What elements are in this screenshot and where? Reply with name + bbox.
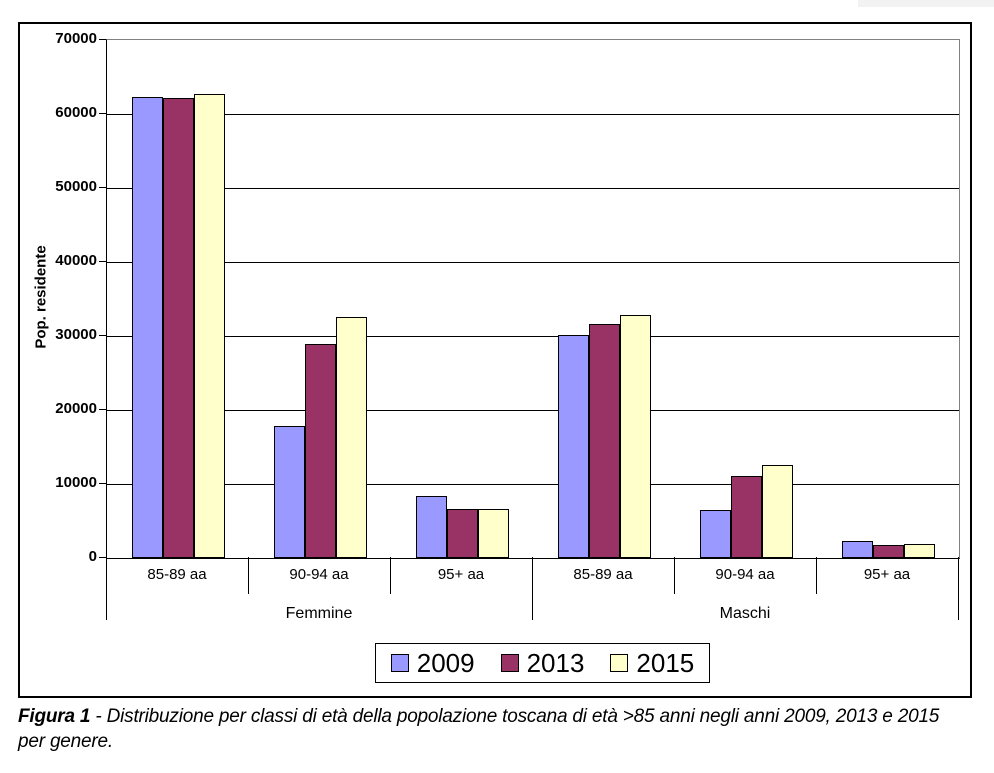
y-tick-label-30000: 30000 [55,326,97,343]
category-label-2: 95+ aa [437,566,485,583]
gridline-30000 [107,336,959,337]
legend-item-2013: 2013 [500,648,585,678]
axis-separator-2 [390,557,391,594]
bar-2015-femmine-85-89aa [194,94,225,558]
bar-2015-femmine-95+aa [478,509,509,558]
gridline-20000 [107,410,959,411]
y-tick-mark-0 [99,557,106,558]
bar-2015-maschi-90-94aa [762,465,793,558]
axis-separator-0 [106,557,107,620]
bar-2009-femmine-85-89aa [132,97,163,558]
group-axis-row: Femmine Maschi [106,594,958,632]
bar-2013-femmine-90-94aa [305,344,336,558]
y-tick-label-20000: 20000 [55,400,97,417]
y-tick-mark-70000 [99,39,106,40]
category-label-5: 95+ aa [863,566,911,583]
y-tick-label-70000: 70000 [55,30,97,47]
bar-2015-maschi-85-89aa [620,315,651,558]
bar-2013-femmine-95+aa [447,509,478,558]
gridline-60000 [107,114,959,115]
y-tick-mark-20000 [99,409,106,410]
legend-item-2015: 2015 [610,650,694,676]
screen-edge-artifact [858,0,994,7]
legend-swatch-2013 [500,654,519,672]
y-tick-label-60000: 60000 [55,104,97,121]
bar-2009-maschi-85-89aa [558,335,589,558]
category-label-4: 90-94 aa [715,566,775,583]
caption-label: Figura 1 [18,706,91,727]
y-tick-label-0: 0 [88,548,97,565]
legend-label-2009: 2009 [416,648,475,678]
bar-2009-maschi-90-94aa [700,510,731,558]
category-label-0: 85-89 aa [147,566,207,583]
axis-separator-1 [248,557,249,594]
plot-area [106,39,960,559]
bar-2015-femmine-90-94aa [336,317,367,558]
bar-2015-maschi-95+aa [904,544,935,558]
chart-frame: Pop. residente 85-89 aa 90-94 aa 95+ aa 85-… [18,22,972,698]
y-tick-mark-30000 [99,335,106,336]
legend-label-2015: 2015 [636,648,695,678]
legend-item-2009: 2009 [390,648,475,678]
y-tick-mark-40000 [99,261,106,262]
axis-separator-5 [816,557,817,594]
figure-caption: Figura 1 - Distribuzione per classi di e… [18,704,970,754]
bar-2013-femmine-85-89aa [163,98,194,558]
bar-2009-femmine-95+aa [416,496,447,558]
gridline-50000 [107,188,959,189]
bar-2009-maschi-95+aa [842,541,873,558]
chart-legend: 2009 2013 2015 [375,643,710,683]
y-tick-mark-10000 [99,483,106,484]
axis-separator-3 [532,557,533,620]
bar-2013-maschi-95+aa [873,545,904,558]
category-label-1: 90-94 aa [289,566,349,583]
gridline-10000 [107,484,959,485]
gridline-40000 [107,262,959,263]
category-axis-row: 85-89 aa 90-94 aa 95+ aa 85-89 aa 90-94 aa 95… [106,558,958,594]
y-tick-label-40000: 40000 [55,252,97,269]
y-tick-label-50000: 50000 [55,178,97,195]
group-label-femmine: Femmine [285,605,353,622]
caption-separator: - [90,706,107,727]
category-label-3: 85-89 aa [573,566,633,583]
bar-2013-maschi-90-94aa [731,476,762,558]
bar-2009-femmine-90-94aa [274,426,305,558]
caption-text: Distribuzione per classi di età della po… [18,706,940,753]
group-label-maschi: Maschi [719,605,771,622]
y-tick-mark-60000 [99,113,106,114]
axis-separator-4 [674,557,675,594]
y-tick-label-10000: 10000 [55,474,97,491]
legend-swatch-2015 [610,654,629,672]
axis-separator-6 [958,557,959,620]
y-tick-mark-50000 [99,187,106,188]
legend-swatch-2009 [390,654,409,672]
bar-2013-maschi-85-89aa [589,324,620,558]
legend-label-2013: 2013 [526,648,585,678]
